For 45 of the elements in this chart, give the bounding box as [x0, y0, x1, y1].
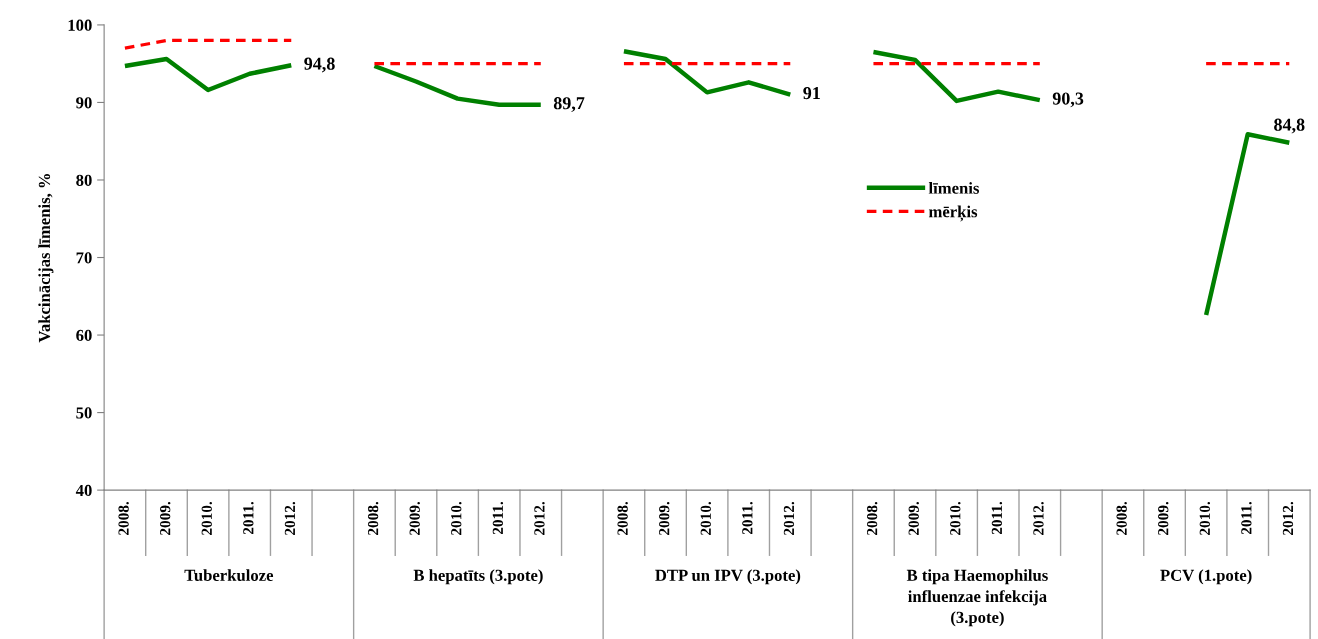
text: Tuberkuloze	[184, 569, 274, 581]
data-label: 84,8	[1274, 118, 1305, 134]
x-tick-label: 2010.	[700, 501, 711, 535]
x-tick-label: 2012.	[1282, 501, 1294, 535]
y-tick-label: 60	[76, 329, 92, 341]
x-tick-label: 2012.	[284, 501, 296, 535]
x-tick-label: 2009.	[1158, 501, 1169, 535]
y-tick-label: 100	[68, 19, 92, 31]
x-tick-label: 2012.	[534, 501, 545, 535]
x-tick-label: 2011.	[492, 501, 504, 535]
text: DTP un IPV (3.pote)	[655, 569, 801, 585]
x-tick-label: 2010.	[1199, 501, 1211, 535]
x-tick-label: 2010.	[950, 501, 961, 535]
data-label: 90,3	[1052, 92, 1084, 108]
x-tick-label: 2011.	[243, 501, 254, 535]
x-tick-label: 2012.	[783, 501, 795, 535]
x-tick-label: 2011.	[1241, 501, 1252, 535]
text: PCV (1.pote)	[1160, 569, 1252, 585]
x-tick-label: 2012.	[1033, 501, 1044, 535]
x-tick-label: 2009.	[659, 501, 670, 535]
x-tick-label: 2008.	[118, 501, 129, 535]
y-tick-label: 80	[76, 174, 92, 186]
data-label: 89,7	[553, 97, 585, 112]
x-tick-label: 2010.	[201, 501, 212, 535]
data-label: 94,8	[304, 57, 335, 73]
x-tick-label: 2009.	[409, 501, 420, 535]
x-tick-label: 2008.	[367, 501, 379, 535]
legend-label: mērķis	[928, 205, 978, 222]
y-tick-label: 70	[76, 252, 92, 264]
legend-label: līmenis	[928, 182, 980, 194]
y-tick-label: 90	[76, 97, 92, 109]
x-tick-label: 2010.	[451, 501, 462, 535]
text: B tipa Haemophilus influenzae infekcija (3.pote)	[906, 569, 1048, 627]
x-tick-label: 2011.	[991, 501, 1003, 535]
x-tick-label: 2009.	[908, 501, 919, 535]
y-tick-label: 40	[75, 484, 92, 497]
y-axis-title: Vakcinācijas līmenis, %	[38, 173, 54, 343]
text: B hepatīts (3.pote)	[413, 569, 543, 585]
y-tick-label: 50	[76, 407, 92, 419]
x-tick-label: 2008.	[617, 501, 628, 535]
x-tick-label: 2008.	[1116, 501, 1127, 535]
x-tick-label: 2008.	[866, 501, 878, 535]
data-label: 91	[803, 87, 820, 100]
x-tick-label: 2009.	[160, 501, 171, 535]
x-tick-label: 2011.	[742, 501, 753, 535]
